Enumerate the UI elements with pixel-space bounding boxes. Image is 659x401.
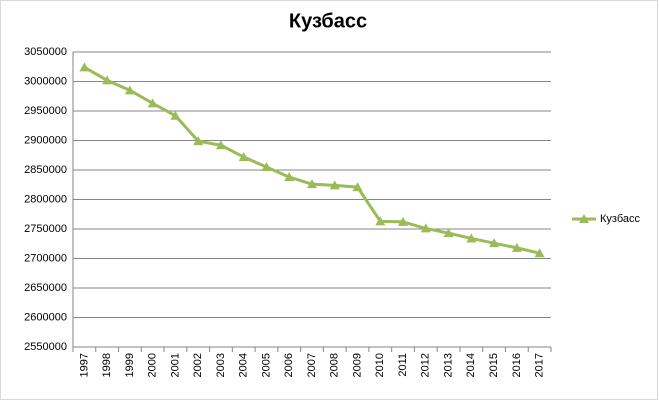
x-tick-label: 2010 bbox=[374, 353, 386, 377]
marker bbox=[193, 136, 204, 146]
x-tick-label: 1997 bbox=[78, 353, 90, 377]
marker bbox=[215, 140, 226, 150]
marker bbox=[170, 110, 181, 120]
marker bbox=[238, 152, 249, 162]
marker bbox=[329, 180, 340, 190]
y-tick-label: 2700000 bbox=[24, 252, 67, 264]
x-tick-label: 2007 bbox=[306, 353, 318, 377]
marker bbox=[443, 228, 454, 238]
y-tick-label: 2900000 bbox=[24, 134, 67, 146]
legend-marker bbox=[579, 214, 589, 223]
y-tick-label: 2750000 bbox=[24, 223, 67, 235]
x-tick-label: 2013 bbox=[442, 353, 454, 377]
y-tick-label: 2550000 bbox=[24, 341, 67, 353]
x-tick-label: 2012 bbox=[420, 353, 432, 377]
marker bbox=[261, 162, 272, 172]
marker bbox=[352, 182, 363, 192]
marker bbox=[79, 62, 90, 72]
x-tick-label: 2003 bbox=[215, 353, 227, 377]
x-tick-label: 2000 bbox=[147, 353, 159, 377]
x-tick-label: 2017 bbox=[534, 353, 546, 377]
marker bbox=[466, 233, 477, 243]
marker bbox=[420, 223, 431, 233]
marker bbox=[398, 216, 409, 226]
x-tick-label: 2016 bbox=[511, 353, 523, 377]
marker bbox=[147, 98, 158, 108]
y-tick-label: 3000000 bbox=[24, 75, 67, 87]
chart-title: Кузбасс bbox=[289, 10, 367, 32]
x-tick-label: 2004 bbox=[238, 353, 250, 377]
legend-label: Кузбасс bbox=[600, 213, 640, 225]
marker bbox=[375, 216, 386, 226]
y-tick-label: 2650000 bbox=[24, 282, 67, 294]
x-tick-label: 2014 bbox=[465, 353, 477, 377]
marker bbox=[511, 242, 522, 252]
x-tick-label: 2015 bbox=[488, 353, 500, 377]
x-tick-label: 2001 bbox=[169, 353, 181, 377]
y-tick-label: 3050000 bbox=[24, 46, 67, 58]
x-tick-label: 2008 bbox=[329, 353, 341, 377]
y-tick-label: 2600000 bbox=[24, 311, 67, 323]
y-tick-label: 2950000 bbox=[24, 105, 67, 117]
x-tick-label: 2011 bbox=[397, 353, 409, 377]
marker bbox=[102, 75, 113, 85]
marker bbox=[284, 172, 295, 182]
marker bbox=[307, 179, 317, 189]
x-tick-label: 1998 bbox=[101, 353, 113, 377]
y-tick-label: 2800000 bbox=[24, 193, 67, 205]
y-tick-label: 2850000 bbox=[24, 164, 67, 176]
marker bbox=[124, 85, 135, 95]
x-tick-label: 2009 bbox=[351, 353, 363, 377]
x-tick-label: 1999 bbox=[124, 353, 136, 377]
marker bbox=[534, 248, 545, 258]
x-tick-label: 2006 bbox=[283, 353, 295, 377]
x-tick-label: 2005 bbox=[260, 353, 272, 377]
marker bbox=[489, 238, 500, 248]
x-tick-label: 2002 bbox=[192, 353, 204, 377]
